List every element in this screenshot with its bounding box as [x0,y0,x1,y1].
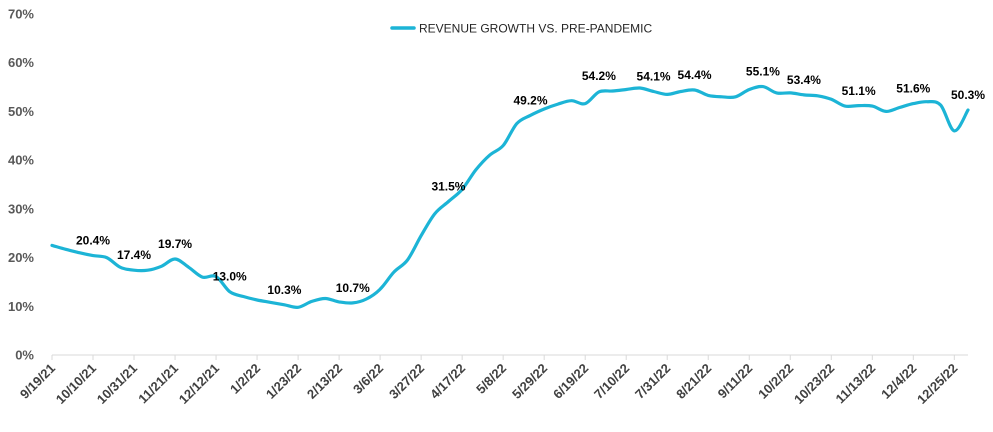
y-tick-label: 0% [15,348,34,363]
data-label: 55.1% [746,65,780,79]
legend-label-revenue-growth: REVENUE GROWTH VS. PRE-PANDEMIC [419,22,652,36]
y-tick-label: 40% [8,153,34,168]
x-tick-label: 5/8/22 [473,361,509,397]
x-tick-label: 8/21/22 [673,361,714,402]
data-label: 20.4% [76,234,110,248]
series-group [50,84,970,309]
x-tick-label: 9/19/21 [17,361,58,402]
data-label: 54.2% [582,69,616,83]
x-tick-label: 10/10/21 [53,361,99,407]
x-tick-label: 1/2/22 [227,361,263,397]
y-axis: 0% 10% 20% 30% 40% 50% 60% 70% [8,7,34,363]
y-tick-label: 20% [8,250,34,265]
data-label: 31.5% [431,180,465,194]
x-tick-label: 11/21/21 [135,361,181,407]
x-tick-label: 4/17/22 [427,361,468,402]
data-labels: 20.4% 17.4% 19.7% 13.0% 10.3% 10.7% 31.5% 49.2%… [76,65,985,297]
data-label: 51.1% [842,84,876,98]
x-tick-label: 3/27/22 [386,361,427,402]
data-label: 53.4% [787,73,821,87]
x-tick-label: 6/19/22 [550,361,591,402]
data-label: 54.1% [637,69,671,83]
x-tick-label: 12/12/21 [176,361,222,407]
x-tick-label: 10/2/22 [755,361,796,402]
x-tick-label: 10/23/22 [791,361,837,407]
x-tick-label: 1/23/22 [263,361,304,402]
x-tick-label: 7/31/22 [632,361,673,402]
data-label: 17.4% [117,248,151,262]
x-tick-label: 9/11/22 [715,361,756,402]
y-tick-label: 10% [8,299,34,314]
y-tick-label: 70% [8,7,34,22]
x-tick-label: 2/13/22 [304,361,345,402]
x-tick-label: 12/4/22 [878,361,919,402]
data-label: 54.4% [678,68,712,82]
x-tick-label: 5/29/22 [509,361,550,402]
y-tick-label: 30% [8,201,34,216]
data-label: 51.6% [896,82,930,96]
data-label: 19.7% [158,237,192,251]
x-tick-label: 11/13/22 [833,361,879,407]
x-tick-label: 12/25/22 [914,361,960,407]
data-label: 13.0% [213,270,247,284]
y-tick-label: 60% [8,55,34,70]
data-label: 10.3% [267,283,301,297]
series-line-revenue-growth [50,84,970,309]
x-tick-label: 7/10/22 [591,361,632,402]
x-tick-label: 3/6/22 [350,361,386,397]
data-label: 49.2% [513,93,547,107]
y-tick-label: 50% [8,104,34,119]
legend: REVENUE GROWTH VS. PRE-PANDEMIC [390,22,652,36]
x-tick-label: 10/31/21 [94,361,140,407]
data-label: 10.7% [336,281,370,295]
data-label: 50.3% [951,88,985,102]
